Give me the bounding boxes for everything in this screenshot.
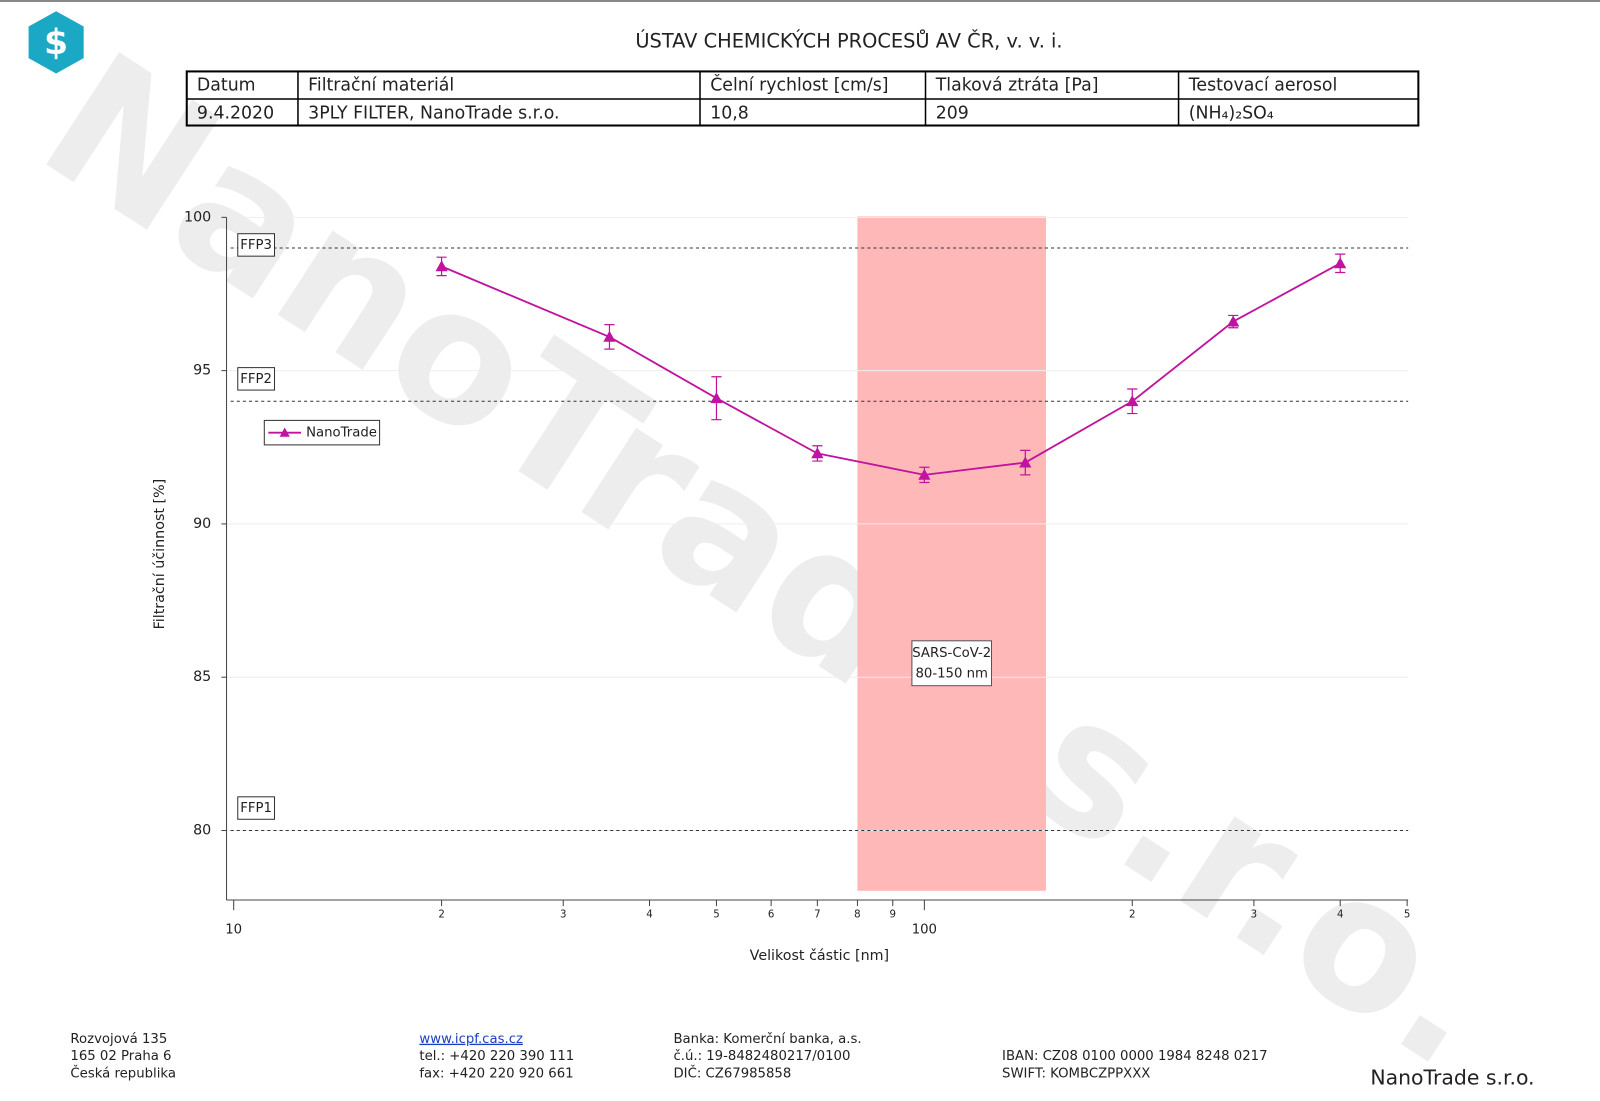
data-point [918, 468, 931, 480]
data-point [710, 392, 723, 404]
chart: 80 85 90 95 100 10 2 3 4 5 6 7 8 9 100 2 3 4 5 Velikost čás… [152, 209, 1410, 964]
data-point [1019, 456, 1032, 468]
x-tick-label: 2 [1129, 909, 1135, 920]
legend-label: NanoTrade [306, 426, 377, 441]
data-point [1126, 395, 1139, 407]
reference-label: FFP3 [240, 238, 272, 253]
band-label: 80-150 nm [915, 666, 987, 681]
x-tick-label: 10 [225, 923, 242, 938]
x-tick-label: 5 [713, 909, 719, 920]
logo: $ [28, 11, 84, 74]
table-header: Datum [197, 76, 256, 96]
table-header: Tlaková ztráta [Pa] [935, 76, 1099, 96]
x-axis-label: Velikost částic [nm] [750, 948, 889, 964]
y-tick-label: 90 [193, 516, 211, 532]
data-point [435, 260, 448, 272]
footer-text: Rozvojová 135 [70, 1031, 167, 1047]
footer-text: DIČ: CZ67985858 [673, 1063, 791, 1081]
table-header: Čelní rychlost [cm/s] [710, 74, 888, 96]
table-cell: (NH₄)₂SO₄ [1189, 103, 1274, 123]
x-tick-label: 4 [1337, 909, 1343, 920]
reference-label-box [237, 796, 276, 820]
footer-text: NanoTrade s.r.o. [1370, 1066, 1534, 1090]
info-table: Datum Filtrační materiál Čelní rychlost [c… [185, 70, 1420, 127]
footer-text: fax: +420 220 920 661 [419, 1066, 573, 1081]
reference-label-box [237, 367, 276, 391]
legend-marker [279, 427, 290, 437]
footer-text: IBAN: CZ08 0100 0000 1984 8248 0217 [1002, 1049, 1268, 1064]
footer-text: č.ú.: 19-8482480217/0100 [673, 1048, 850, 1064]
reference-label: FFP2 [240, 372, 272, 387]
x-tick-label: 6 [768, 909, 774, 920]
x-tick-label: 3 [560, 909, 566, 920]
band-label: SARS-CoV-2 [912, 646, 991, 661]
table-cell: 9.4.2020 [197, 103, 274, 123]
table-cell: 3PLY FILTER, NanoTrade s.r.o. [308, 103, 559, 123]
table-header: Testovací aerosol [1188, 76, 1338, 96]
y-tick-label: 100 [184, 209, 211, 225]
legend-box [263, 419, 381, 446]
band-label-box [911, 640, 993, 687]
footer-text: 165 02 Praha 6 [70, 1049, 171, 1064]
logo-hexagon [28, 11, 84, 74]
data-point [1334, 257, 1347, 269]
y-tick-label: 95 [193, 363, 211, 379]
x-tick-label: 5 [1404, 909, 1410, 920]
data-point [1227, 315, 1240, 327]
logo-symbol: $ [44, 23, 68, 63]
footer-text: tel.: +420 220 390 111 [419, 1049, 574, 1064]
header-title: ÚSTAV CHEMICKÝCH PROCESŮ AV ČR, v. v. i. [635, 28, 1062, 52]
footer-text: SWIFT: KOMBCZPPXXX [1002, 1066, 1150, 1081]
data-point [603, 330, 616, 342]
x-tick-label: 7 [814, 909, 820, 920]
reference-label: FFP1 [240, 801, 272, 816]
table-cell: 209 [936, 103, 969, 123]
highlight-band [857, 216, 1046, 891]
x-tick-label: 4 [646, 909, 652, 920]
footer-text: Česká republika [70, 1063, 176, 1081]
y-tick-label: 85 [193, 669, 211, 685]
table-header: Filtrační materiál [308, 76, 454, 96]
x-tick-label: 2 [438, 909, 444, 920]
x-tick-label: 3 [1251, 909, 1257, 920]
x-tick-label: 100 [912, 923, 937, 938]
x-tick-label: 8 [854, 909, 860, 920]
table-cell: 10,8 [710, 103, 749, 123]
reference-label-box [237, 233, 276, 257]
y-axis-label: Filtrační účinnost [%] [152, 479, 168, 630]
data-point [811, 447, 824, 459]
y-tick-label: 80 [193, 822, 211, 838]
footer-text: Banka: Komerční banka, a.s. [673, 1031, 861, 1047]
x-tick-label: 9 [890, 909, 896, 920]
footer-text: www.icpf.cas.cz [419, 1032, 523, 1047]
